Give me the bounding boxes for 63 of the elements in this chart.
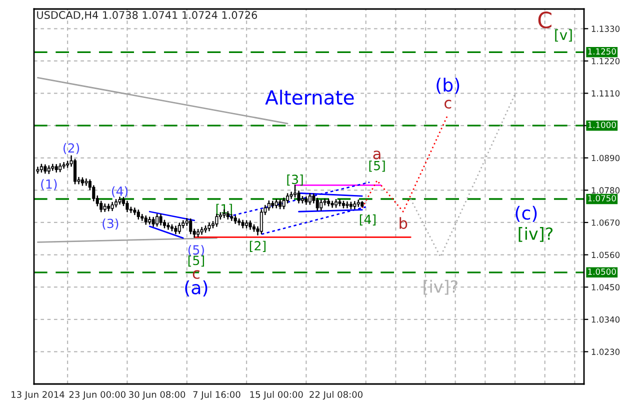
candlestick: [282, 197, 286, 210]
annotation: [iv]?: [518, 227, 553, 242]
candlestick: [308, 193, 312, 205]
annotation: (5): [188, 244, 204, 256]
ref-line-label: 1.1250: [588, 48, 616, 55]
annotation: [5]: [188, 255, 204, 267]
candlestick: [62, 162, 66, 169]
candlestick: [320, 200, 323, 211]
candlestick: [156, 214, 159, 227]
annotation: (a): [185, 280, 208, 297]
chart-title: USDCAD,H4 1.0738 1.0741 1.0724 1.0726: [37, 11, 258, 20]
candlestick: [189, 218, 192, 234]
x-tick-label: 23 Jun 00:00: [69, 391, 126, 400]
ref-line-label: 1.0500: [588, 268, 616, 275]
x-tick-label: 22 Jul 08:00: [310, 390, 363, 400]
annotation: c: [444, 100, 452, 109]
annotation: (3): [102, 218, 118, 230]
x-tick-label: 13 Jun 2014: [12, 391, 64, 400]
ref-line-label: 1.1000: [588, 122, 616, 128]
annotation: b: [400, 217, 408, 229]
y-tick-label: 1.0450: [592, 284, 620, 290]
annotation: [4]: [360, 214, 376, 226]
x-tick-label: 7 Jul 16:00: [193, 390, 240, 400]
candlestick: [316, 198, 319, 211]
candlestick: [267, 200, 270, 211]
annotation: a: [373, 150, 380, 160]
annotation: (b): [436, 78, 460, 94]
candlestick: [178, 222, 181, 234]
candlestick: [330, 200, 334, 208]
candlestick: [260, 209, 263, 234]
candlestick: [215, 214, 218, 227]
annotation: [2]: [250, 240, 266, 252]
annotation: [3]: [287, 174, 303, 186]
annotation: (1): [41, 179, 57, 190]
y-tick-label: 1.0230: [592, 348, 620, 355]
y-tick-label: 1.0670: [592, 219, 620, 226]
y-tick-label: 1.0890: [592, 154, 620, 162]
y-tick-label: 1.0560: [592, 252, 620, 258]
y-tick-label: 1.0340: [592, 316, 620, 323]
annotation: [iv]?: [424, 280, 458, 295]
y-tick-label: 1.1110: [592, 90, 620, 97]
candlestick: [346, 201, 349, 208]
x-tick-label: 30 Jun 08:00: [129, 391, 186, 400]
ref-line-label: 1.0750: [588, 195, 616, 202]
annotation: Alternate: [265, 90, 354, 105]
candlestick: [323, 198, 326, 206]
annotation: (4): [112, 186, 128, 198]
candlestick: [293, 184, 297, 198]
annotation: (c): [516, 206, 537, 222]
line-series: [361, 114, 449, 212]
candlestick: [51, 164, 54, 171]
candlestick: [73, 158, 77, 184]
annotation: C: [538, 12, 552, 28]
candlestick: [126, 200, 129, 212]
annotation: (2): [64, 143, 80, 154]
y-tick-label: 1.1330: [592, 26, 620, 32]
annotation: [v]: [555, 29, 572, 42]
candlestick: [159, 214, 162, 226]
candlestick: [166, 222, 170, 230]
x-tick-label: 15 Jul 00:00: [250, 390, 303, 400]
y-tick-label: 1.0780: [592, 187, 620, 194]
y-tick-label: 1.1220: [592, 58, 620, 64]
annotation: [5]: [369, 160, 385, 172]
